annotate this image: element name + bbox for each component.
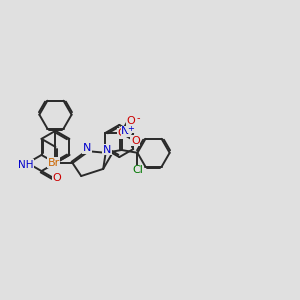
Text: +: + — [127, 124, 134, 133]
Text: N: N — [103, 145, 111, 155]
Text: NH: NH — [18, 160, 34, 170]
Text: O: O — [117, 128, 126, 138]
Text: -: - — [136, 113, 140, 124]
Text: O: O — [52, 173, 61, 183]
Text: O: O — [126, 116, 135, 126]
Text: N: N — [83, 143, 91, 153]
Text: N: N — [121, 126, 130, 136]
Text: Br: Br — [47, 158, 60, 168]
Text: Cl: Cl — [132, 166, 143, 176]
Text: O: O — [131, 136, 140, 146]
